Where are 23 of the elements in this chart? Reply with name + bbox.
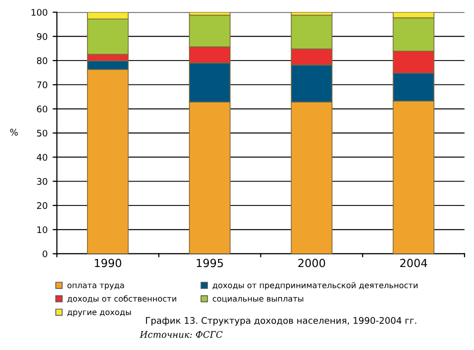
text: График 13. Структура доходов населения, 1990-2004 гг.	[146, 317, 416, 326]
y-tick-label: 80	[36, 57, 48, 64]
text: Источник: ФСГС	[140, 331, 223, 338]
x-tick-label: 2000	[298, 258, 326, 268]
y-tick-label: 60	[36, 106, 48, 112]
y-tick-label: 40	[36, 154, 48, 161]
y-tick-label: 50	[37, 130, 48, 137]
legend-label: доходы от собственности	[67, 295, 176, 303]
y-tick-label: 30	[37, 178, 48, 185]
y-axis-title: %	[10, 128, 18, 136]
x-tick-label: 2004	[400, 258, 428, 268]
x-tick-label: 1995	[196, 258, 223, 268]
y-tick-label: 0	[42, 250, 48, 258]
x-tick-label: 1990	[94, 258, 122, 268]
y-tick-label: 10	[37, 226, 48, 234]
y-tick-label: 100	[32, 8, 48, 16]
legend-label: оплата труда	[67, 284, 124, 290]
legend-label: доходы от предпринимательской деятельности	[212, 282, 418, 290]
legend-label: социальные выплаты	[212, 297, 304, 303]
legend-label: другие доходы	[67, 310, 131, 317]
y-tick-label: 20	[37, 202, 48, 210]
y-tick-label: 90	[36, 33, 48, 40]
y-tick-label: 70	[37, 81, 48, 88]
